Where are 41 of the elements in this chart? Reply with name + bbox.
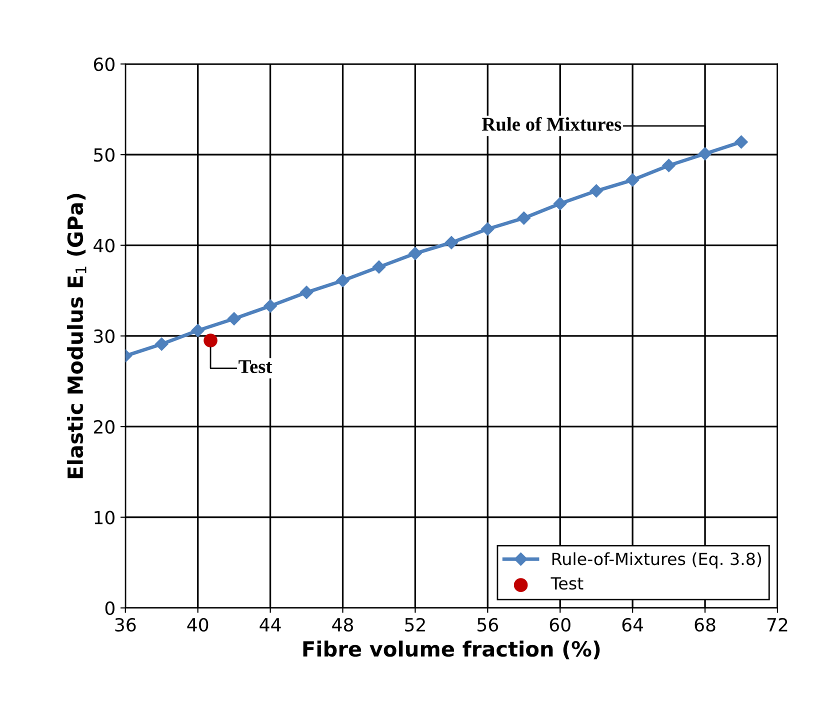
y-axis-title: Elastic Modulus E$_{1}$ (GPa) [66, 194, 86, 478]
x-tick-label: 48 [332, 618, 354, 632]
point [191, 324, 204, 338]
point [481, 222, 494, 236]
annotation: Test [238, 360, 272, 374]
y-tick-label: 0 [105, 601, 114, 616]
x-tick-label: 68 [694, 618, 716, 632]
x-tick-label: 64 [622, 618, 644, 632]
annotation: Rule of Mixtures [482, 116, 622, 131]
point [554, 197, 567, 210]
point [517, 212, 530, 225]
y-tick-label: 10 [94, 510, 114, 524]
x-tick-label: 40 [187, 618, 208, 632]
y-tick-label: 20 [94, 420, 114, 434]
x-tick-label: 52 [405, 618, 425, 632]
y-tick-label: 30 [94, 329, 114, 344]
y-tick-label: 40 [94, 238, 114, 252]
point [227, 312, 241, 326]
point [372, 260, 386, 274]
x-tick-label: 36 [115, 618, 136, 632]
y-tick-label: 60 [94, 57, 114, 72]
x-tick-label: 56 [478, 618, 498, 632]
point [444, 236, 458, 250]
point [300, 286, 314, 300]
x-tick-label: 60 [550, 618, 570, 632]
point [204, 334, 218, 348]
x-tick-label: 44 [260, 618, 281, 632]
point [408, 246, 422, 260]
point [734, 135, 748, 149]
y-tick-label: 50 [94, 148, 114, 162]
point [698, 147, 712, 160]
point [264, 299, 277, 313]
legend-label: Rule-of-Mixtures (Eq. 3.8) [552, 552, 762, 568]
point [155, 338, 168, 351]
x-tick-label: 72 [767, 618, 788, 632]
point [590, 184, 603, 198]
point [336, 274, 350, 288]
x-axis-title: Fibre volume fraction (%) [303, 640, 600, 660]
legend-label: Test [550, 577, 584, 590]
point [626, 173, 640, 187]
point [662, 158, 676, 172]
